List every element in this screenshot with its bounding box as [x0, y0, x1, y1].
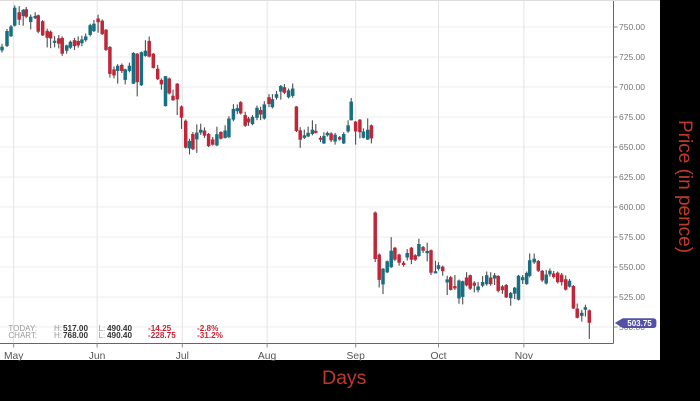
svg-text:Nov: Nov — [515, 351, 534, 361]
svg-text:TODAY:: TODAY: — [8, 324, 37, 333]
svg-text:CHART:: CHART: — [8, 331, 37, 340]
svg-text:550.00: 550.00 — [619, 262, 645, 272]
svg-text:H:: H: — [54, 331, 62, 340]
svg-text:Aug: Aug — [258, 351, 277, 361]
svg-text:503.75: 503.75 — [627, 319, 652, 328]
svg-text:600.00: 600.00 — [619, 202, 645, 212]
svg-text:H:: H: — [54, 324, 62, 333]
svg-text:Jun: Jun — [89, 351, 106, 361]
svg-text:750.00: 750.00 — [619, 22, 645, 32]
svg-text:517.00: 517.00 — [63, 324, 88, 333]
svg-text:L:: L: — [99, 331, 106, 340]
svg-text:May: May — [4, 351, 24, 361]
svg-text:625.00: 625.00 — [619, 172, 645, 182]
svg-text:525.00: 525.00 — [619, 292, 645, 302]
svg-text:490.40: 490.40 — [107, 324, 132, 333]
svg-text:Oct: Oct — [430, 351, 446, 361]
svg-text:-228.75: -228.75 — [148, 331, 176, 340]
svg-text:Jul: Jul — [176, 351, 189, 361]
svg-text:575.00: 575.00 — [619, 232, 645, 242]
svg-text:725.00: 725.00 — [619, 52, 645, 62]
svg-text:-14.25: -14.25 — [148, 324, 172, 333]
svg-text:768.00: 768.00 — [63, 331, 88, 340]
svg-text:-2.8%: -2.8% — [197, 324, 219, 333]
svg-text:675.00: 675.00 — [619, 112, 645, 122]
svg-text:490.40: 490.40 — [107, 331, 132, 340]
svg-text:L:: L: — [99, 324, 106, 333]
svg-text:650.00: 650.00 — [619, 142, 645, 152]
svg-text:700.00: 700.00 — [619, 82, 645, 92]
svg-text:-31.2%: -31.2% — [197, 331, 224, 340]
svg-text:Sep: Sep — [347, 351, 366, 361]
